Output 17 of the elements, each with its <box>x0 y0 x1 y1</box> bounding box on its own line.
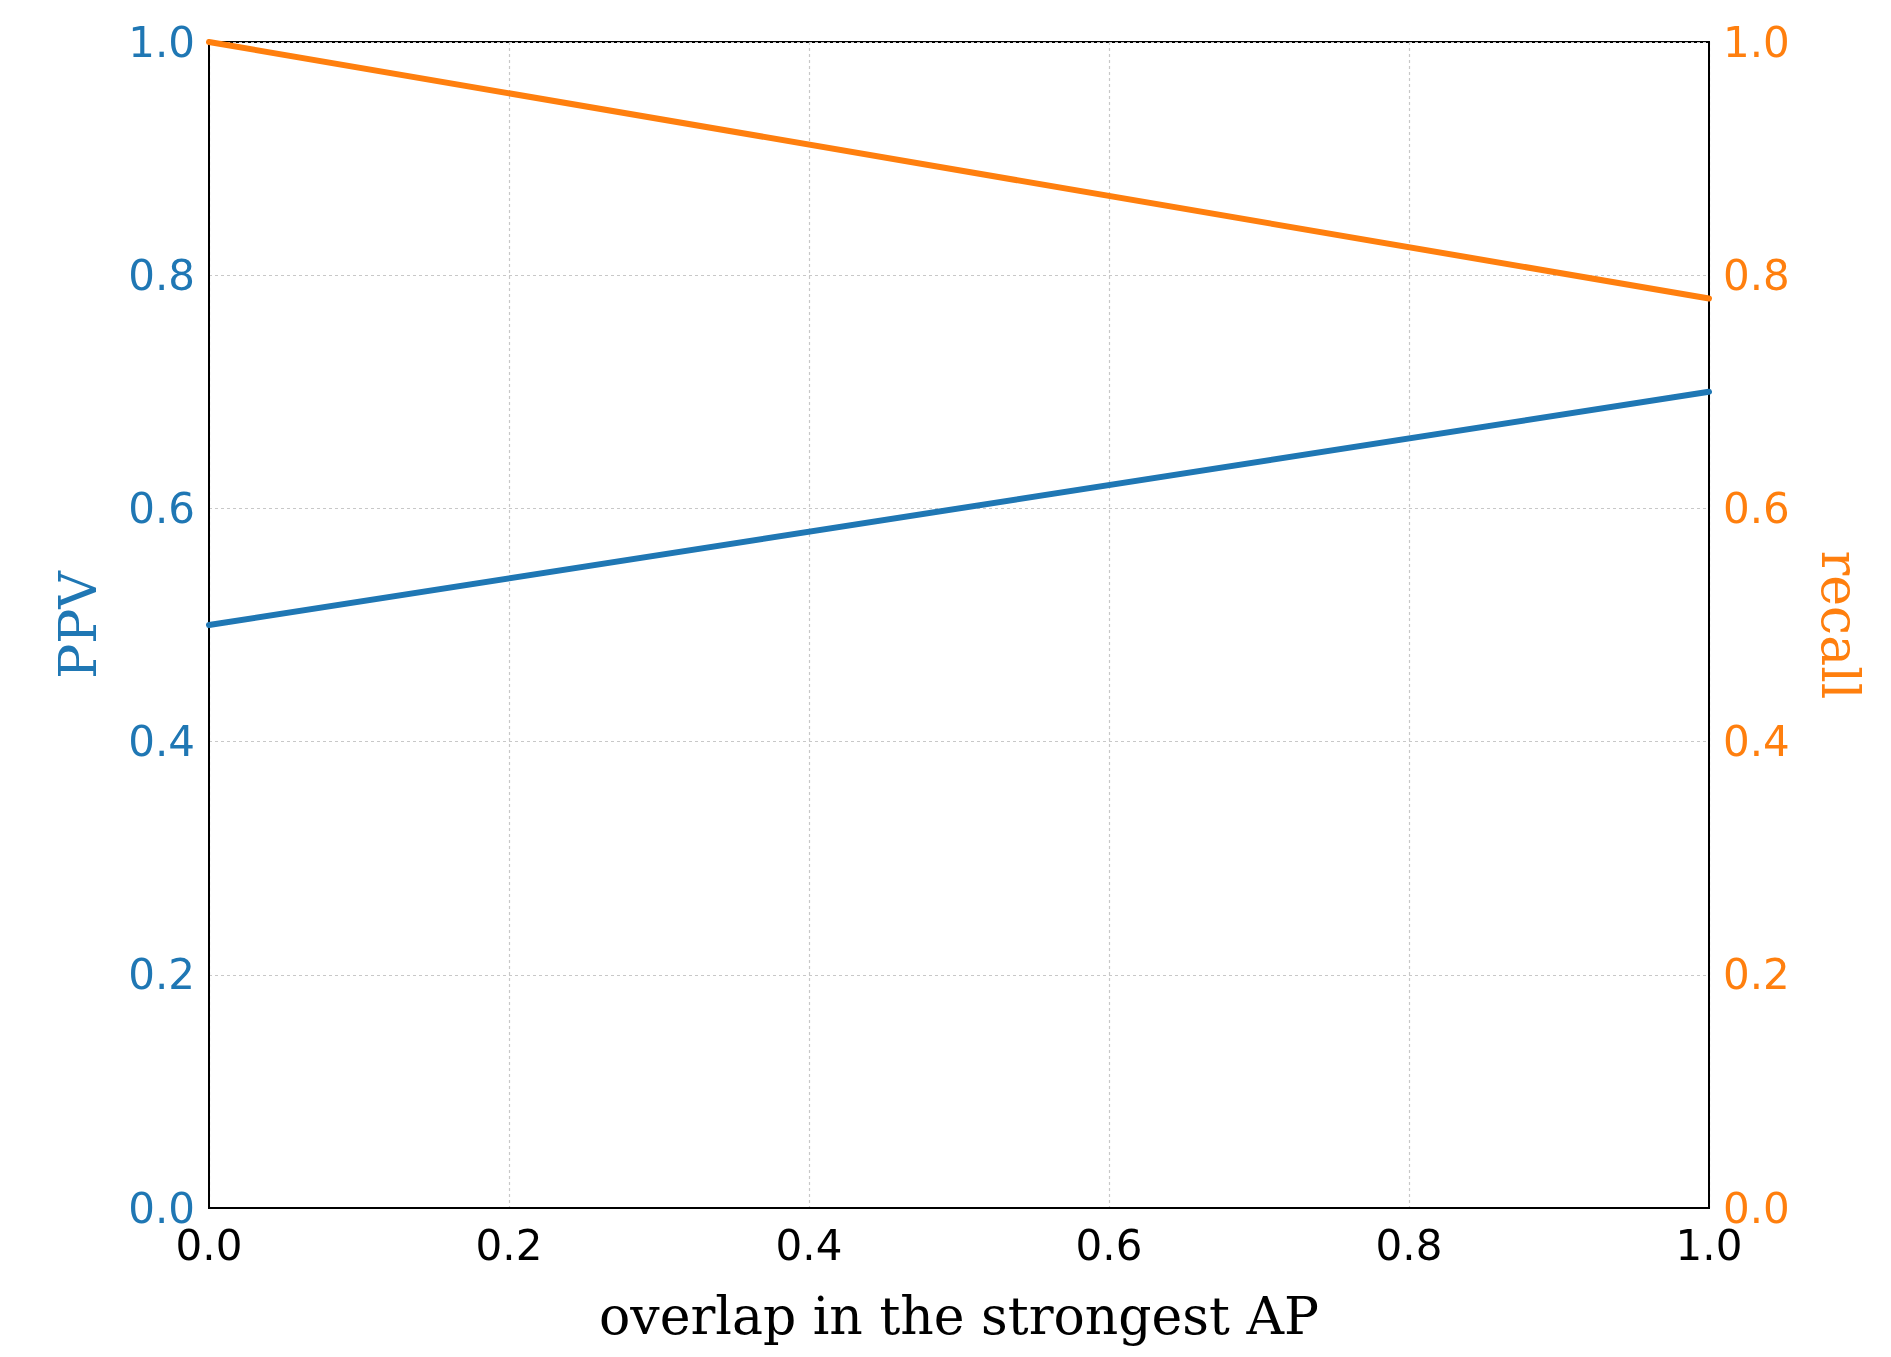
y2-tick-label: 0.4 <box>1723 717 1790 767</box>
y2-axis-title: recall <box>1810 550 1870 700</box>
x-axis-title: overlap in the strongest AP <box>598 1286 1320 1346</box>
y-tick-label: 0.2 <box>128 950 195 1000</box>
y-tick-label: 0.6 <box>128 483 195 533</box>
y-tick-label: 1.0 <box>128 17 195 67</box>
x-tick-label: 0.2 <box>475 1220 543 1270</box>
x-tick-label: 0.8 <box>1375 1220 1443 1270</box>
y-axis-title: PPV <box>48 569 108 679</box>
x-tick-label: 0.4 <box>775 1220 843 1270</box>
x-tick-label: 0.6 <box>1075 1220 1143 1270</box>
y2-tick-label: 0.8 <box>1723 250 1790 300</box>
y-tick-label: 0.8 <box>128 250 195 300</box>
y2-tick-label: 1.0 <box>1723 17 1790 67</box>
y-tick-label: 0.4 <box>128 717 195 767</box>
y2-tick-label: 0.2 <box>1723 950 1790 1000</box>
y2-tick-label: 0.6 <box>1723 483 1790 533</box>
